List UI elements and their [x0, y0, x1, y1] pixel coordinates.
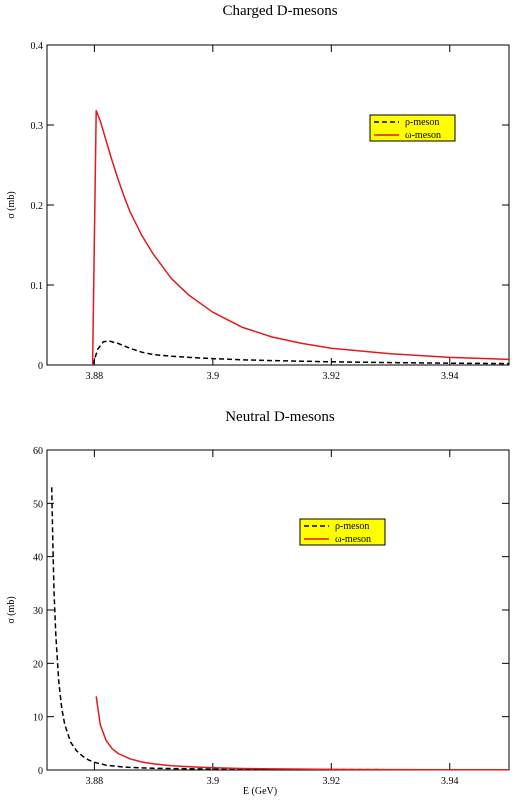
legend-label-omega: ω-meson — [335, 534, 371, 545]
y-tick-label: 0.4 — [31, 41, 44, 52]
chart-neutral-d-mesons: Neutral D-mesons 3.88 3.9 3.92 3.94 0 10 20 30… — [6, 409, 510, 797]
y-tick-label: 40 — [33, 553, 43, 564]
series-group — [50, 487, 510, 771]
y-tick-label: 50 — [33, 499, 43, 510]
y-tick-label: 20 — [33, 659, 43, 670]
x-tick-label: 3.9 — [207, 776, 220, 787]
chart-title: Charged D-mesons — [222, 3, 337, 19]
x-tick-label: 3.94 — [441, 371, 459, 382]
x-axis-ticks: 3.88 3.9 3.92 3.94 — [86, 450, 459, 787]
chart-charged-d-mesons: Charged D-mesons 3.88 3.9 3.92 3.94 0 0.1 0.2… — [6, 3, 510, 382]
y-tick-label: 0.2 — [31, 201, 44, 212]
y-axis-label: σ (mb) — [6, 596, 17, 623]
y-axis-ticks: 0 0.1 0.2 0.3 0.4 — [31, 41, 509, 372]
y-axis-label: σ (mb) — [6, 191, 17, 218]
series-group — [91, 109, 510, 366]
legend: ρ-meson ω-meson — [299, 518, 386, 546]
x-tick-label: 3.92 — [323, 776, 341, 787]
x-tick-label: 3.9 — [207, 371, 220, 382]
series-line-omega — [91, 109, 510, 366]
x-tick-label: 3.88 — [86, 776, 104, 787]
x-tick-label: 3.94 — [441, 776, 459, 787]
y-tick-label: 30 — [33, 606, 43, 617]
x-tick-label: 3.88 — [86, 371, 104, 382]
y-tick-label: 0.3 — [31, 121, 44, 132]
plot-frame — [46, 449, 510, 771]
chart-title: Neutral D-mesons — [225, 409, 335, 425]
y-tick-label: 60 — [33, 446, 43, 457]
legend-label-omega: ω-meson — [405, 130, 441, 141]
legend-label-rho: ρ-meson — [405, 117, 439, 128]
x-tick-label: 3.92 — [323, 371, 341, 382]
series-line-rho — [91, 340, 510, 366]
legend-box — [299, 518, 386, 546]
y-axis-ticks: 0 10 20 30 40 50 60 — [33, 446, 509, 777]
y-tick-label: 10 — [33, 713, 43, 724]
plot-frame — [46, 44, 510, 366]
series-line-omega — [95, 696, 510, 771]
y-tick-label: 0 — [38, 361, 43, 372]
legend: ρ-meson ω-meson — [369, 114, 456, 142]
series-line-rho — [50, 487, 510, 771]
y-tick-label: 0.1 — [31, 281, 44, 292]
x-axis-ticks: 3.88 3.9 3.92 3.94 — [86, 45, 459, 382]
x-axis-label: E (GeV) — [243, 786, 277, 797]
legend-box — [369, 114, 456, 142]
legend-label-rho: ρ-meson — [335, 521, 369, 532]
y-tick-label: 0 — [38, 766, 43, 777]
